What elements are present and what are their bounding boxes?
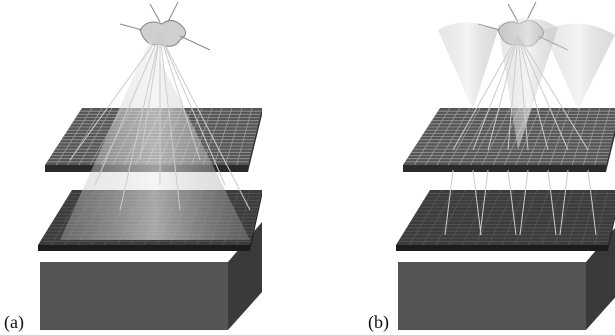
panel-b: (b) [368,2,615,333]
panel-a: (a) [4,2,262,333]
figure: (a) (b) [0,0,615,335]
panel-label: (b) [368,312,389,333]
panel-label: (a) [4,312,24,333]
